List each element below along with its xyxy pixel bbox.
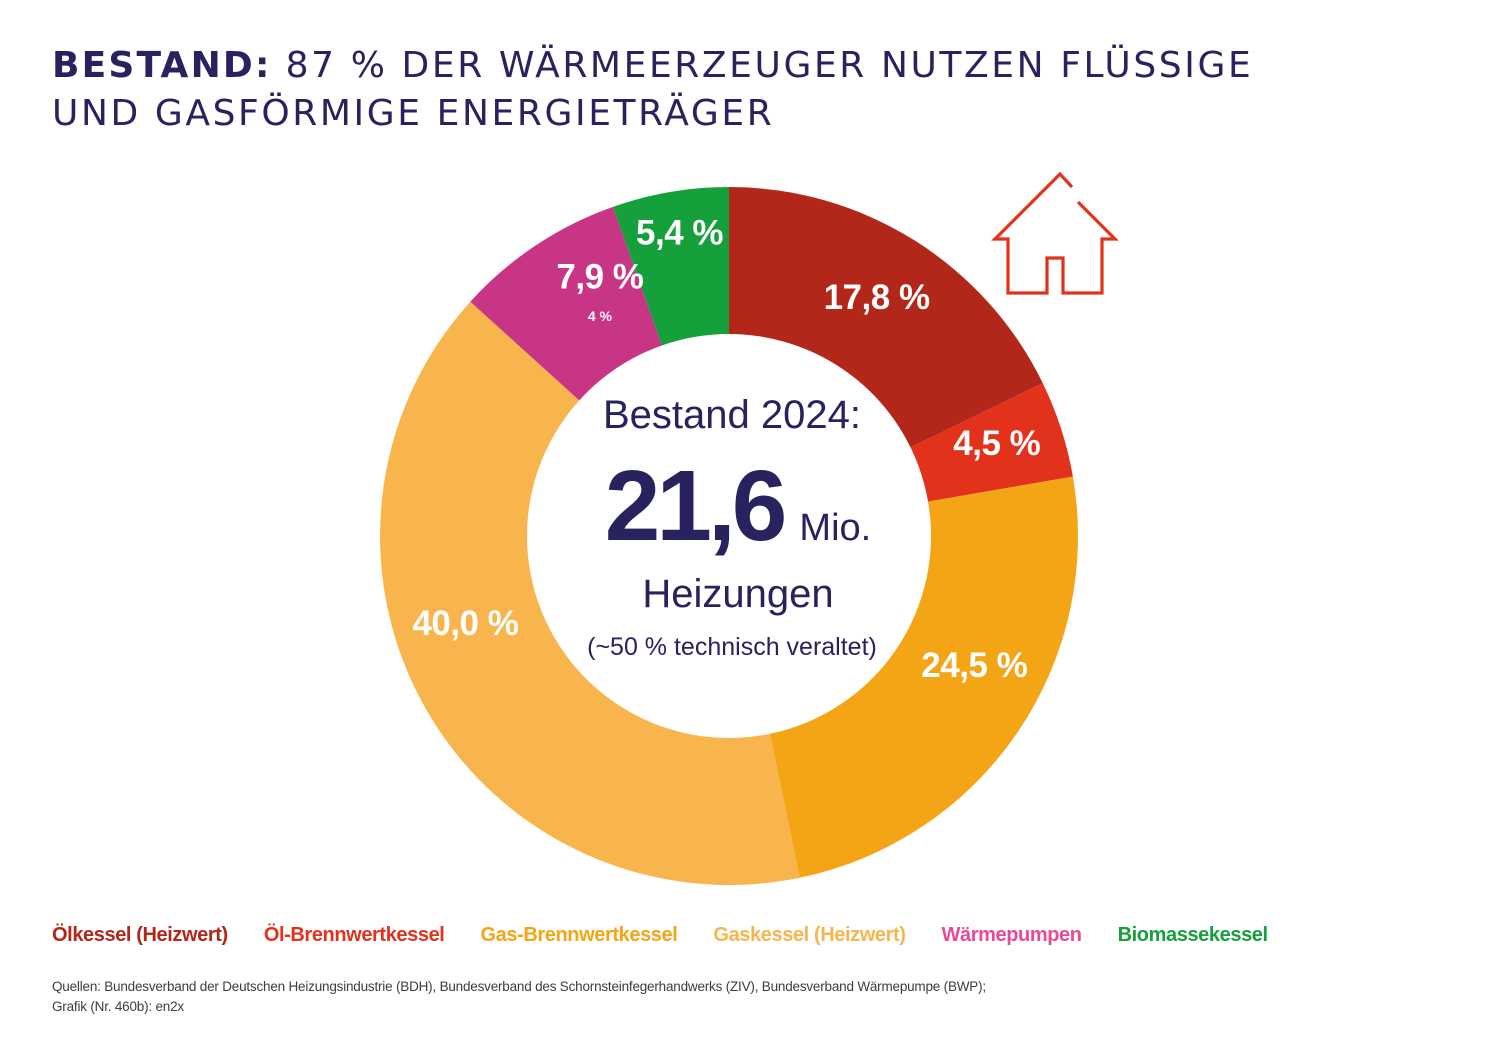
chart-title: BESTAND: 87 % DER WÄRMEERZEUGER NUTZEN F…: [52, 42, 1352, 138]
slice-label-gaskessel-heizwert: 40,0 %: [412, 604, 518, 643]
center-outdated-note: (~50 % technisch veraltet): [587, 633, 877, 661]
center-heating-label: Heizungen: [642, 572, 833, 616]
title-lead: BESTAND:: [52, 45, 272, 86]
legend-item-oelkessel-heizwert: Ölkessel (Heizwert): [52, 924, 228, 946]
center-label: Bestand 2024: 21,6 Mio. Heizungen (~50 % …: [587, 393, 877, 661]
title-line2: UND GASFÖRMIGE ENERGIETRÄGER: [52, 93, 775, 134]
legend-item-gas-brennwertkessel: Gas-Brennwertkessel: [480, 924, 678, 946]
chart-legend: Ölkessel (Heizwert) Öl-Brennwertkessel G…: [52, 924, 1304, 947]
legend-item-oel-brennwertkessel: Öl-Brennwertkessel: [263, 924, 445, 946]
center-year-label: Bestand 2024:: [603, 393, 861, 437]
legend-item-biomassekessel: Biomassekessel: [1117, 924, 1268, 946]
slice-sublabel-waermepumpen: 4 %: [588, 308, 613, 324]
donut-slice-oelkessel-heizwert: [729, 187, 1043, 448]
center-total-unit: Mio.: [799, 507, 871, 549]
source-note: Quellen: Bundesverband der Deutschen Hei…: [52, 977, 986, 1017]
donut-slice-gaskessel-heizwert: [379, 301, 800, 886]
donut-slice-oel-brennwertkessel: [910, 383, 1073, 502]
donut-slice-gas-brennwertkessel: [769, 476, 1078, 878]
source-line-2: Grafik (Nr. 460b): en2x: [52, 999, 184, 1014]
slice-label-oel-brennwertkessel: 4,5 %: [953, 424, 1040, 463]
slice-label-waermepumpen: 7,9 %: [556, 258, 643, 297]
source-line-1: Quellen: Bundesverband der Deutschen Hei…: [52, 979, 986, 994]
donut-slice-labels: 17,8 % 4,5 % 24,5 % 40,0 % 7,9 % 4 % 5,4 %: [412, 213, 1041, 685]
slice-label-biomassekessel: 5,4 %: [636, 213, 723, 252]
donut-slice-waermepumpen: [470, 206, 662, 401]
center-total-number: 21,6: [605, 450, 784, 562]
legend-item-gaskessel-heizwert: Gaskessel (Heizwert): [713, 924, 906, 946]
legend-item-waermepumpen: Wärmepumpen: [941, 924, 1082, 946]
donut-slice-biomassekessel: [612, 187, 729, 346]
center-total: 21,6 Mio.: [605, 450, 871, 562]
slice-label-oelkessel-heizwert: 17,8 %: [824, 278, 930, 317]
slice-label-gas-brennwertkessel: 24,5 %: [921, 646, 1027, 685]
donut-slices: [379, 187, 1078, 886]
house-outline-icon: [991, 171, 1119, 295]
title-line1-rest: 87 % DER WÄRMEERZEUGER NUTZEN FLÜSSIGE: [285, 45, 1254, 86]
